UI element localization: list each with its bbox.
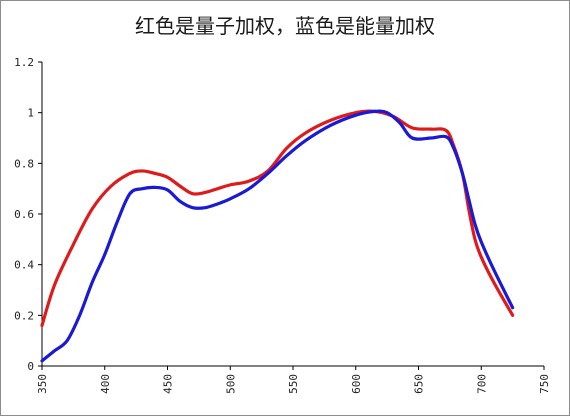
chart-title: 红色是量子加权，蓝色是能量加权 xyxy=(135,14,435,38)
y-tick-label: 1.2 xyxy=(14,56,34,69)
x-tick-label: 550 xyxy=(287,374,300,394)
x-tick-label: 350 xyxy=(36,374,49,394)
x-tick-label: 450 xyxy=(162,374,175,394)
blue-series-line xyxy=(40,109,515,363)
x-tick-label: 400 xyxy=(99,374,112,394)
x-tick-label: 700 xyxy=(475,374,488,394)
y-tick-label: 0.2 xyxy=(14,309,34,322)
x-tick-label: 750 xyxy=(538,374,551,394)
series-lines xyxy=(40,109,515,363)
y-tick-label: 1 xyxy=(27,107,34,120)
axes xyxy=(38,61,545,370)
y-tick-label: 0.6 xyxy=(14,208,34,221)
y-tick-label: 0.4 xyxy=(14,259,34,272)
x-tick-label: 600 xyxy=(350,374,363,394)
y-tick-label: 0 xyxy=(27,360,34,373)
x-tick-label: 500 xyxy=(224,374,237,394)
red-series-line xyxy=(40,109,515,328)
y-tick-label: 0.8 xyxy=(14,157,34,170)
y-tick-labels: 0 0.2 0.4 0.6 0.8 1 1.2 xyxy=(14,56,34,373)
x-tick-labels: 350 400 450 500 550 600 650 700 750 xyxy=(36,374,551,394)
x-tick-label: 650 xyxy=(413,374,426,394)
